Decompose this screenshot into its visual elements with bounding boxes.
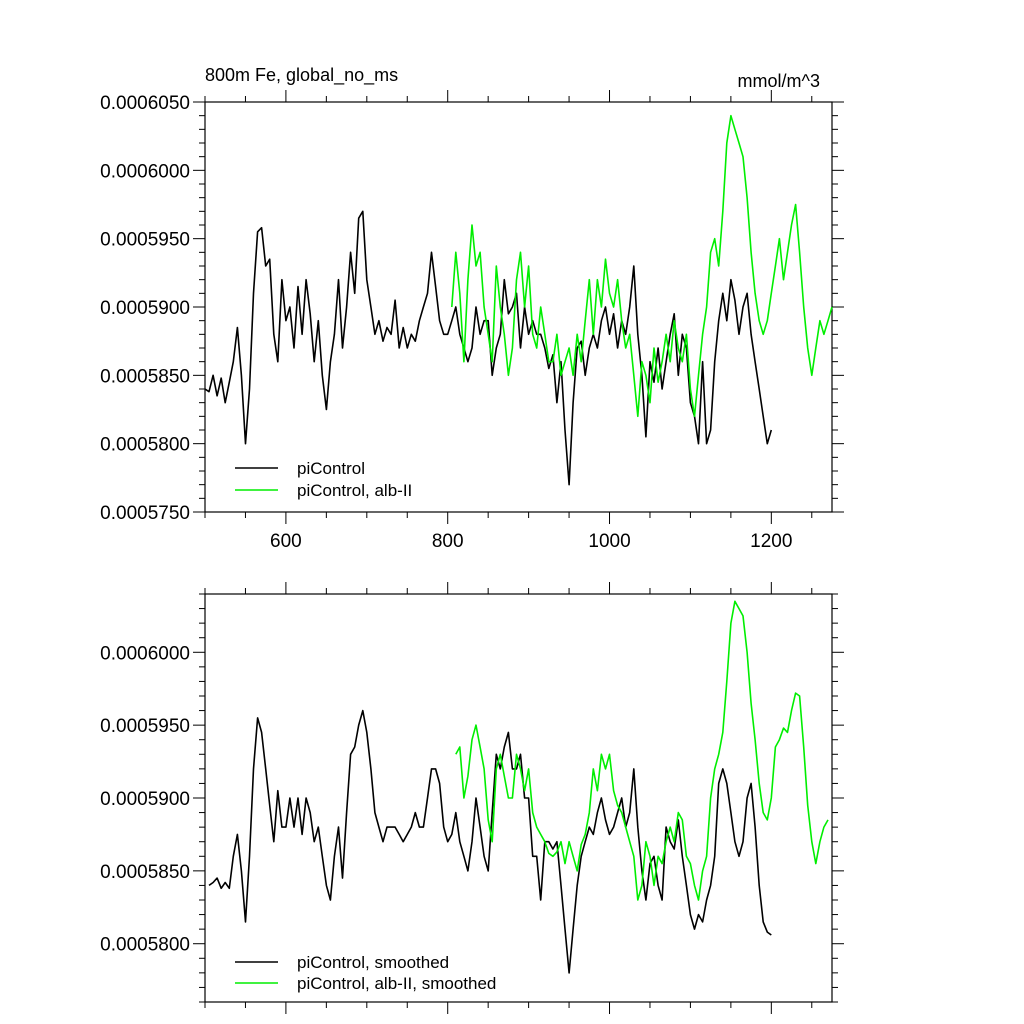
series-line-picontrol (204, 210, 773, 486)
y-tick-label: 0.0005950 (100, 716, 190, 737)
x-tick-label: 1000 (588, 531, 630, 552)
chart-top-legend: piControl piControl, alb-II (235, 459, 412, 500)
chart-top-title-left: 800m Fe, global_no_ms (205, 65, 398, 86)
x-tick-label: 600 (270, 531, 302, 552)
chart-bottom-ticks: 0.0005800 0.0005850 0.0005900 0.0005950 0.00… (100, 582, 844, 1014)
y-tick-label: 0.0006000 (100, 161, 190, 182)
chart-top: 800m Fe, global_no_ms mmol/m^3 600 800 100… (100, 65, 844, 552)
chart-bottom-series (208, 600, 829, 974)
y-tick-label: 0.0005800 (100, 935, 190, 956)
y-tick-label: 0.0005950 (100, 230, 190, 251)
chart-top-title-right: mmol/m^3 (738, 71, 820, 91)
chart-top-series (204, 114, 833, 486)
y-tick-label: 0.0005850 (100, 366, 190, 387)
chart-top-ticks: 600 800 1000 1200 0.0005750 0.0005800 0.000585… (100, 90, 844, 552)
series-line-picontrol-alb-ii-smoothed (455, 600, 829, 901)
legend-label-piControl: piControl (297, 459, 365, 478)
chart-bottom-legend: piControl, smoothed piControl, alb-II, s… (235, 953, 496, 993)
y-tick-label: 0.0005850 (100, 862, 190, 883)
chart-bottom: 0.0005800 0.0005850 0.0005900 0.0005950 0.00… (100, 582, 844, 1014)
x-tick-label: 800 (432, 531, 464, 552)
y-tick-label: 0.0005750 (100, 503, 190, 524)
series-line-picontrol-smoothed (208, 709, 772, 974)
legend-label-piControl-alb-II-smoothed: piControl, alb-II, smoothed (297, 974, 496, 993)
chart-bottom-plot-frame (204, 593, 833, 1003)
y-tick-label: 0.0005800 (100, 435, 190, 456)
legend-label-piControl-smoothed: piControl, smoothed (297, 953, 449, 972)
x-tick-label: 1200 (750, 531, 792, 552)
y-tick-label: 0.0006050 (100, 93, 190, 114)
series-line-picontrol-alb-ii (451, 114, 833, 418)
y-tick-label: 0.0005900 (100, 789, 190, 810)
y-tick-label: 0.0006000 (100, 643, 190, 664)
legend-label-piControl-alb-II: piControl, alb-II (297, 481, 412, 500)
y-tick-label: 0.0005900 (100, 298, 190, 319)
